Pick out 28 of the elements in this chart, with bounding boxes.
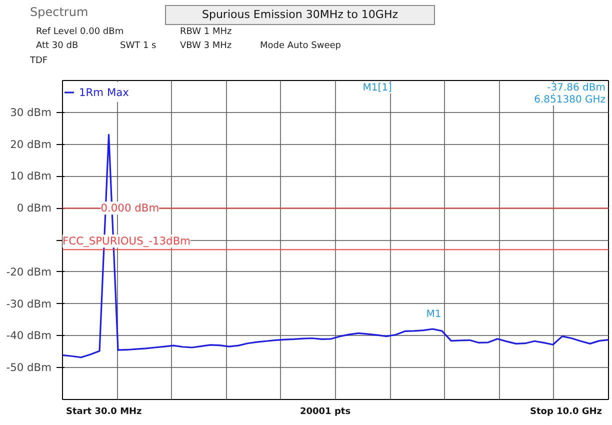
text: Mode Auto Sweep [260, 40, 341, 53]
text: TDF [30, 55, 48, 68]
y-tick-label: 0 dBm [16, 202, 52, 215]
annotation: M1[1] [362, 82, 392, 94]
annotation: M1 [426, 308, 442, 320]
text: SWT 1 s [120, 40, 156, 53]
y-tick-label: -40 dBm [6, 329, 52, 342]
text: Att 30 dB [36, 40, 78, 53]
text: RBW 1 MHz [180, 26, 232, 39]
text: 20001 pts [300, 406, 351, 419]
text: VBW 3 MHz [180, 40, 232, 53]
text: Ref Level 0.00 dBm [36, 26, 124, 39]
text: 1Rm Max [79, 86, 129, 98]
annotation: -37.86 dBm [547, 82, 606, 94]
y-tick-label: 10 dBm [10, 170, 52, 183]
text: Start 30.0 MHz [66, 406, 142, 419]
y-tick-label: -50 dBm [6, 361, 52, 374]
y-tick-label: 20 dBm [10, 138, 52, 151]
text: Stop 10.0 GHz [530, 406, 602, 419]
y-tick-label: -20 dBm [6, 265, 52, 278]
line-series [62, 134, 608, 358]
chart-title: Spurious Emission 30MHz to 10GHz [165, 5, 435, 25]
y-tick-label: -30 dBm [6, 297, 52, 310]
ref-line-label: FCC_SPURIOUS_-13dBm [62, 234, 191, 248]
text: Spectrum [30, 4, 88, 21]
ref-line-label: 0.000 dBm [100, 202, 160, 215]
annotation: 6.851380 GHz [534, 94, 606, 106]
y-tick-label: 30 dBm [10, 106, 52, 119]
